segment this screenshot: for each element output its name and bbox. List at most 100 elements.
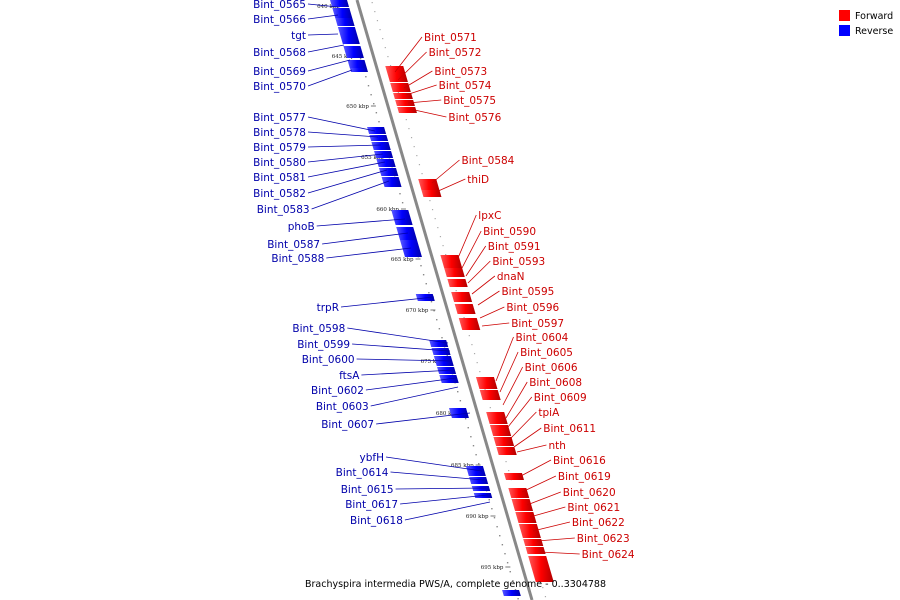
forward-gene-block bbox=[511, 499, 534, 511]
reverse-gene-block bbox=[400, 240, 422, 257]
forward-gene-block bbox=[518, 524, 541, 538]
forward-leader-line bbox=[397, 51, 427, 81]
reverse-gene-label: Bint_0614 bbox=[336, 467, 389, 479]
tick-label: 670 kbp bbox=[406, 308, 429, 314]
forward-gene-label: Bint_0584 bbox=[462, 155, 515, 167]
forward-gene-block bbox=[418, 179, 440, 190]
reverse-gene-label: Bint_0583 bbox=[257, 204, 310, 216]
reverse-leader-line bbox=[356, 358, 453, 362]
ruler-dot bbox=[445, 254, 447, 256]
reverse-gene-label: Bint_0578 bbox=[253, 127, 306, 139]
ruler-dot bbox=[399, 193, 401, 195]
ruler-dot bbox=[489, 407, 491, 409]
forward-leader-line bbox=[518, 459, 552, 478]
forward-gene-label: Bint_0623 bbox=[577, 533, 630, 545]
forward-leader-line bbox=[477, 290, 500, 306]
forward-leader-line bbox=[481, 322, 510, 327]
ruler-dot bbox=[473, 353, 476, 355]
reverse-gene-label: Bint_0602 bbox=[311, 385, 364, 397]
reverse-leader-line bbox=[307, 161, 386, 178]
reverse-gene-label: Bint_0568 bbox=[253, 47, 306, 59]
forward-gene-block bbox=[528, 556, 554, 582]
reverse-leader-line bbox=[307, 3, 339, 8]
ruler-dot bbox=[446, 355, 448, 357]
ruler-dot bbox=[382, 38, 384, 40]
ruler-dot bbox=[437, 227, 439, 229]
reverse-gene-label: Bint_0580 bbox=[253, 157, 306, 169]
forward-gene-block bbox=[515, 512, 537, 523]
reverse-gene-label: Bint_0579 bbox=[253, 142, 306, 154]
reverse-leader-line bbox=[307, 69, 353, 87]
ruler-dot bbox=[425, 283, 427, 285]
reverse-gene-block bbox=[376, 159, 396, 167]
reverse-leader-line bbox=[322, 232, 409, 245]
forward-gene-block bbox=[475, 377, 498, 389]
ruler-dot bbox=[410, 137, 413, 139]
ruler-dot bbox=[421, 173, 423, 175]
legend-reverse-swatch bbox=[839, 25, 850, 36]
forward-gene-block bbox=[444, 268, 465, 277]
reverse-gene-label: Bint_0570 bbox=[253, 81, 306, 93]
reverse-gene-block bbox=[343, 46, 364, 58]
tick-label: 665 kbp bbox=[391, 257, 414, 263]
forward-gene-block bbox=[479, 390, 501, 400]
forward-gene-label: Bint_0572 bbox=[429, 47, 482, 59]
genome-backbone bbox=[355, 0, 534, 600]
ruler-dot bbox=[374, 11, 376, 13]
reverse-gene-block bbox=[415, 294, 435, 301]
legend-forward-label: Forward bbox=[855, 11, 893, 22]
reverse-leader-line bbox=[352, 343, 451, 352]
forward-gene-label: thiD bbox=[467, 174, 489, 186]
reverse-gene-block bbox=[469, 477, 489, 484]
reverse-leader-line bbox=[404, 501, 491, 521]
ruler-dot bbox=[401, 202, 404, 204]
ruler-dot bbox=[387, 56, 389, 58]
ruler-dot bbox=[457, 391, 459, 393]
forward-leader-line bbox=[507, 396, 533, 428]
ruler-dot bbox=[512, 580, 514, 582]
ruler-dot bbox=[463, 317, 465, 319]
legend: Forward Reverse bbox=[839, 10, 893, 37]
tick-label: 645 kbp bbox=[332, 54, 355, 60]
reverse-leader-line bbox=[361, 369, 455, 376]
forward-gene-label: Bint_0575 bbox=[443, 95, 496, 107]
forward-gene-label: Bint_0624 bbox=[582, 549, 635, 561]
reverse-leader-line bbox=[376, 412, 471, 425]
legend-forward-swatch bbox=[839, 10, 850, 21]
ruler-dot bbox=[389, 65, 392, 67]
ruler-dot bbox=[408, 128, 410, 130]
forward-gene-block bbox=[397, 107, 417, 113]
reverse-strand-features bbox=[330, 0, 521, 596]
forward-gene-label: Bint_0595 bbox=[501, 286, 554, 298]
forward-leader-line bbox=[502, 366, 524, 406]
ruler-dot bbox=[384, 47, 386, 49]
forward-gene-block bbox=[486, 412, 508, 424]
ruler-dot bbox=[488, 499, 490, 501]
reverse-gene-label: Bint_0569 bbox=[253, 66, 306, 78]
ruler-dot bbox=[493, 517, 496, 519]
reverse-gene-block bbox=[502, 590, 521, 596]
reverse-leader-line bbox=[400, 494, 489, 505]
forward-leader-line bbox=[467, 260, 491, 284]
reverse-gene-label: phoB bbox=[288, 221, 315, 233]
reverse-gene-block bbox=[349, 68, 368, 72]
ruler-dot bbox=[505, 461, 507, 463]
ruler-dot bbox=[367, 85, 370, 87]
ruler-dot bbox=[441, 337, 443, 339]
ruler-dot bbox=[439, 236, 442, 238]
ruler-dot bbox=[496, 526, 498, 528]
reverse-gene-label: ybfH bbox=[360, 452, 384, 464]
forward-gene-block bbox=[525, 547, 546, 554]
reverse-gene-label: Bint_0588 bbox=[271, 253, 324, 265]
reverse-gene-block bbox=[391, 210, 413, 225]
tick-label: 685 kbp bbox=[451, 463, 474, 469]
forward-gene-label: lpxC bbox=[478, 210, 501, 222]
ruler-dot bbox=[471, 344, 473, 346]
forward-gene-label: Bint_0605 bbox=[520, 347, 573, 359]
forward-leader-line bbox=[471, 275, 496, 295]
forward-gene-block bbox=[523, 539, 544, 546]
ruler-dot bbox=[455, 290, 457, 292]
forward-gene-block bbox=[493, 437, 515, 446]
reverse-gene-label: Bint_0618 bbox=[350, 515, 403, 527]
